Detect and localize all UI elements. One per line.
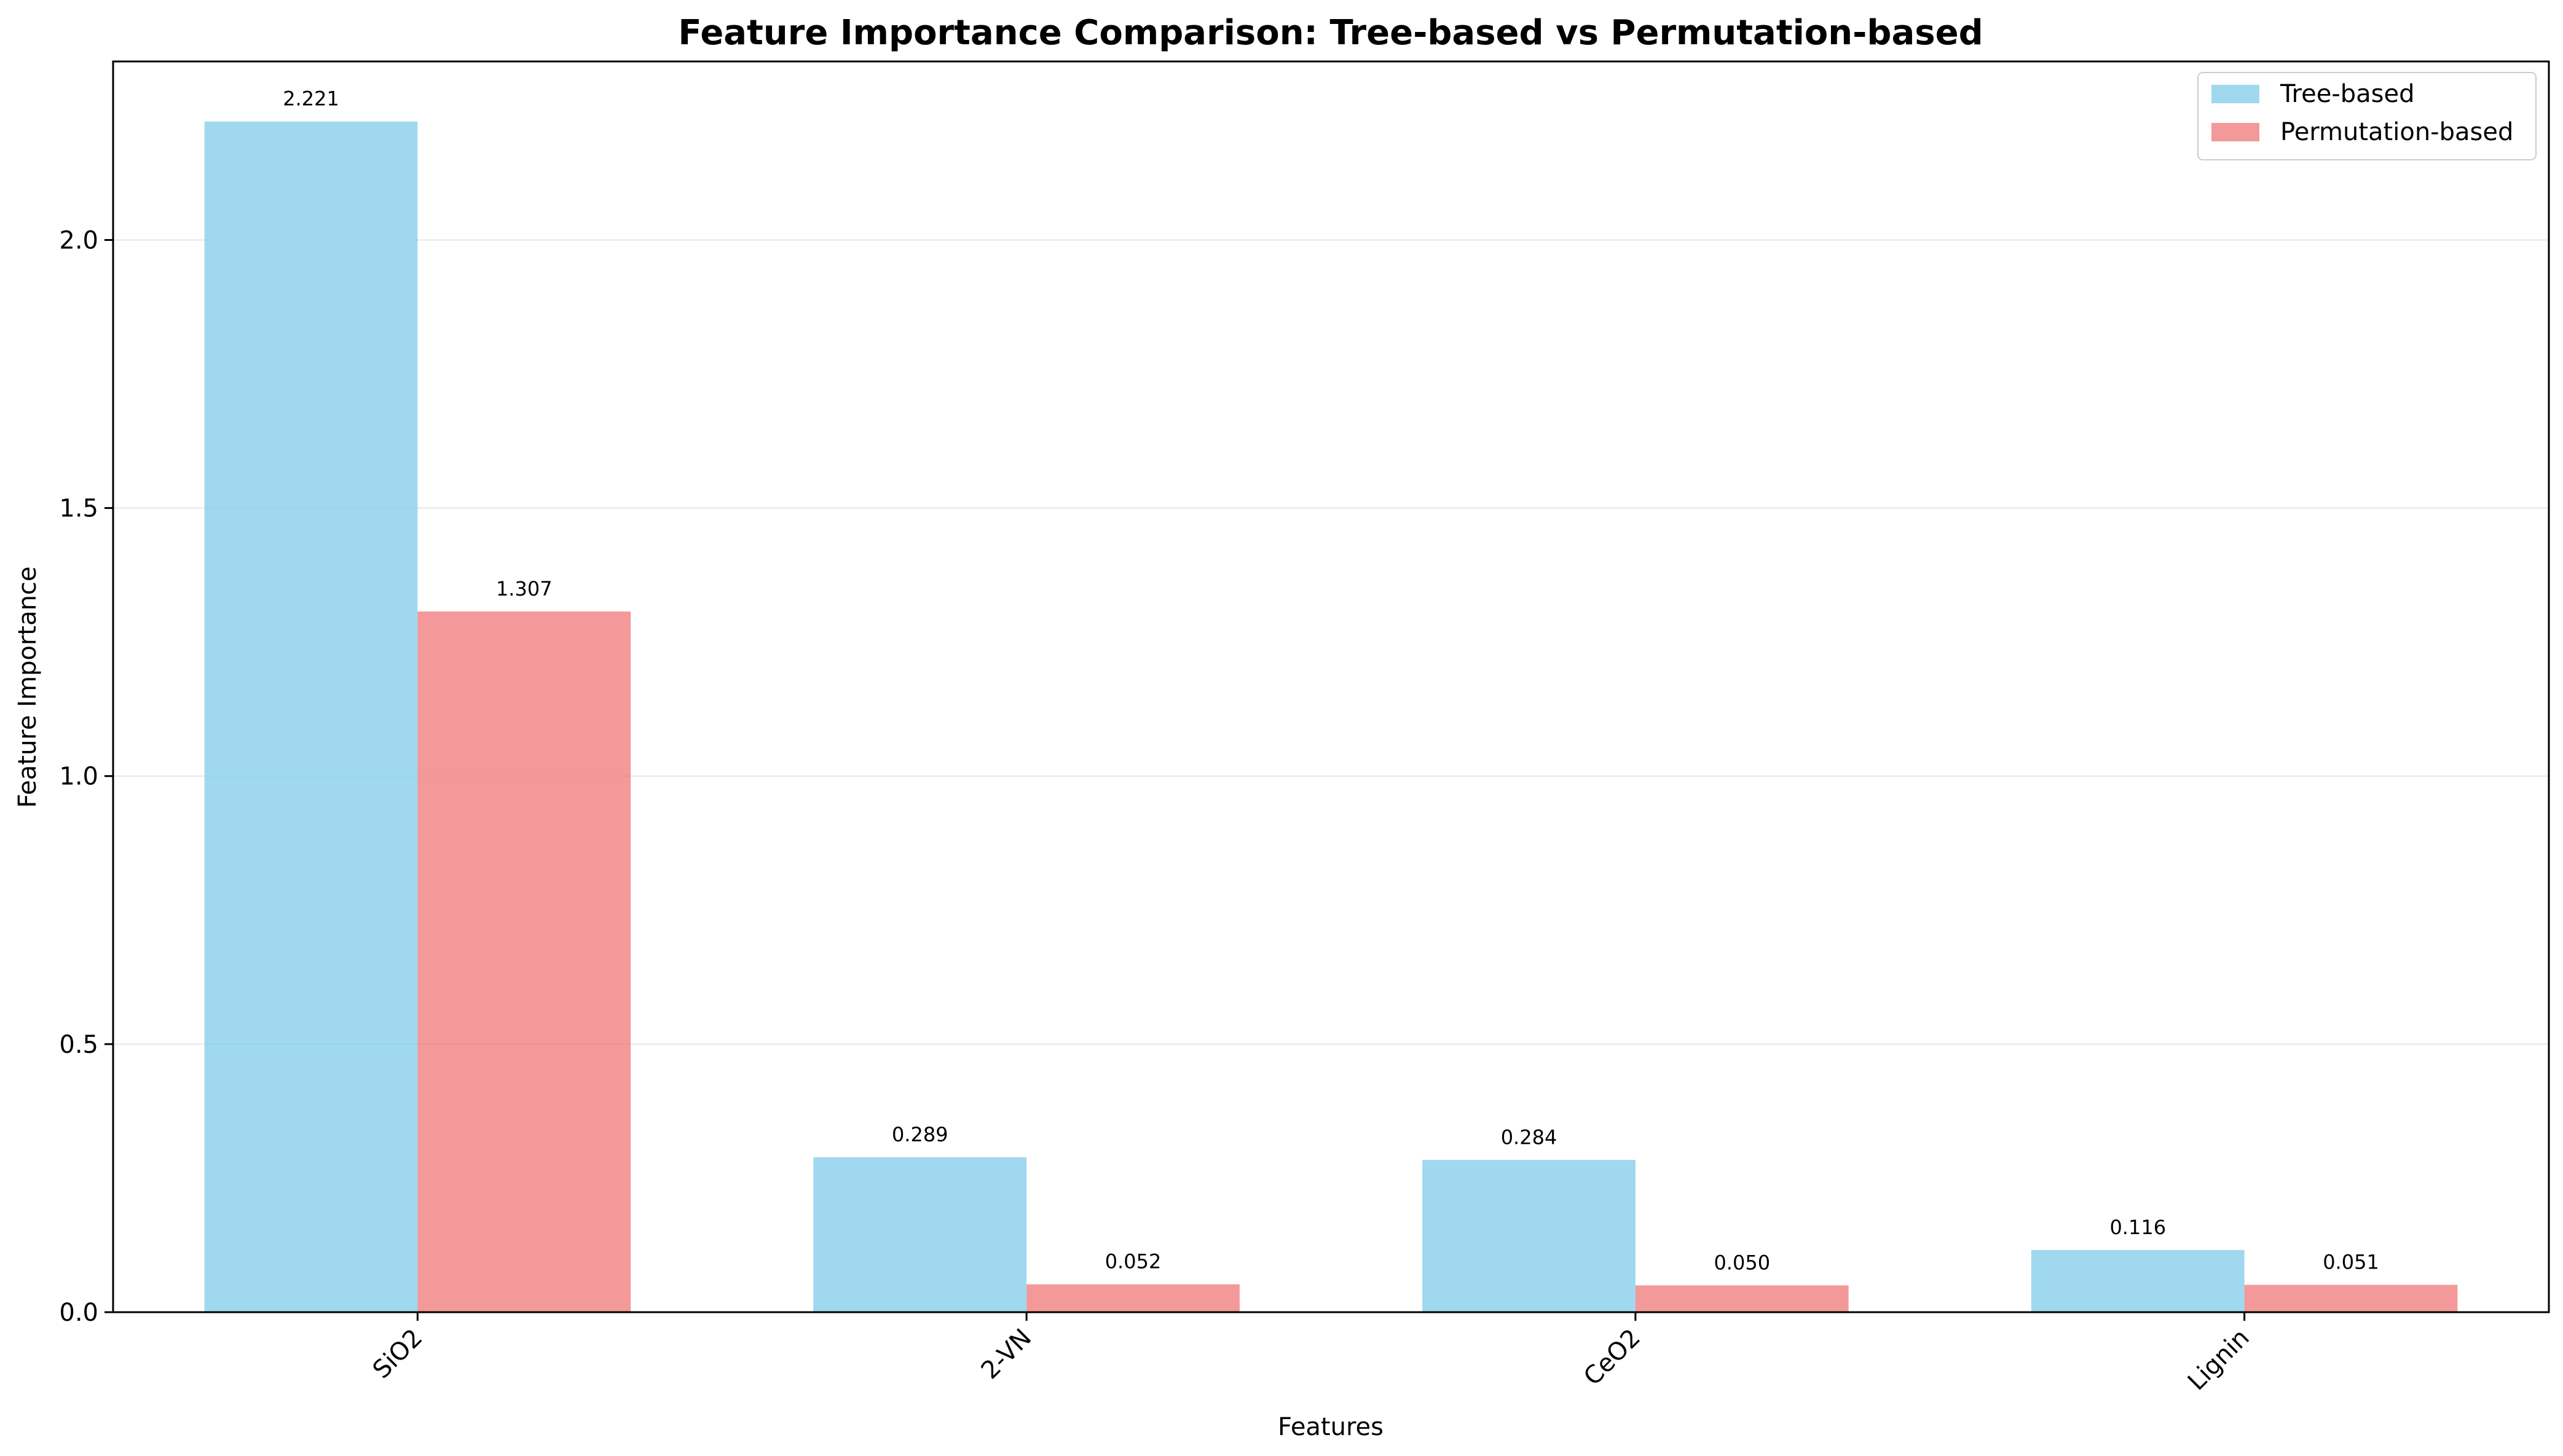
x-tick-label: CeO2 <box>1578 1324 1646 1391</box>
y-tick-label: 1.5 <box>59 495 98 523</box>
data-label: 0.052 <box>1105 1250 1162 1273</box>
bars <box>204 121 2458 1312</box>
bar-permutation-lignin <box>2244 1285 2458 1312</box>
x-axis-ticks: SiO2 2-VN CeO2 Lignin <box>368 1312 2255 1396</box>
y-tick-label: 1.0 <box>59 763 98 791</box>
x-tick-label: SiO2 <box>368 1324 428 1385</box>
bar-permutation-sio2 <box>417 611 631 1312</box>
y-axis-ticks: 0.0 0.5 1.0 1.5 2.0 <box>59 226 113 1327</box>
data-label: 0.050 <box>1714 1251 1770 1274</box>
data-label: 0.289 <box>892 1123 948 1146</box>
legend-swatch <box>2211 85 2259 103</box>
y-tick-label: 2.0 <box>59 226 98 254</box>
data-label: 1.307 <box>496 577 553 600</box>
data-label: 0.284 <box>1501 1125 1557 1149</box>
data-label: 0.116 <box>2109 1216 2166 1239</box>
bar-tree-2-vn <box>813 1157 1027 1312</box>
bar-tree-ceo2 <box>1422 1160 1636 1312</box>
legend-label: Permutation-based <box>2280 118 2513 146</box>
legend-swatch <box>2211 123 2259 141</box>
y-axis-label: Feature Importance <box>14 566 42 808</box>
chart-title: Feature Importance Comparison: Tree-base… <box>678 13 1983 53</box>
y-tick-label: 0.0 <box>59 1299 98 1327</box>
legend-frame <box>2197 72 2537 160</box>
legend: Tree-based Permutation-based <box>2197 72 2537 160</box>
plot-frame <box>112 60 2550 1313</box>
x-tick-label: 2-VN <box>976 1324 1037 1385</box>
bar-tree-sio2 <box>204 121 418 1312</box>
data-labels: 2.221 0.289 0.284 0.116 1.307 0.052 0.050 0.051 <box>283 87 2379 1275</box>
y-tick-label: 0.5 <box>59 1031 98 1059</box>
x-tick-label: Lignin <box>2183 1324 2255 1396</box>
x-axis-label: Features <box>1278 1413 1384 1441</box>
bar-permutation-ceo2 <box>1635 1285 1849 1312</box>
data-label: 2.221 <box>283 87 339 111</box>
legend-label: Tree-based <box>2280 80 2415 108</box>
data-label: 0.051 <box>2323 1251 2379 1274</box>
bar-tree-lignin <box>2031 1249 2245 1312</box>
bar-permutation-2-vn <box>1026 1284 1240 1312</box>
